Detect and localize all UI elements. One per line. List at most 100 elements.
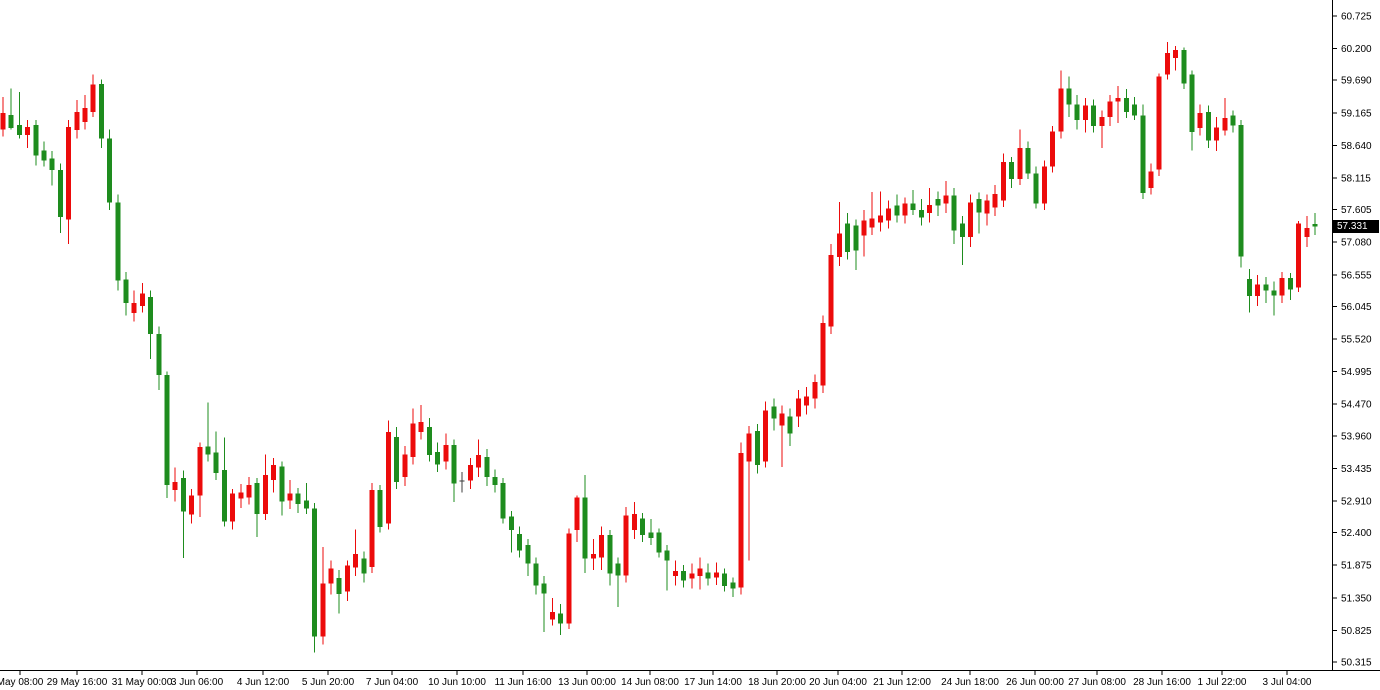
candle bbox=[66, 119, 72, 245]
candle bbox=[492, 469, 498, 493]
time-tick bbox=[1034, 670, 1036, 675]
candle bbox=[98, 79, 104, 148]
time-label: 14 Jun 08:00 bbox=[621, 677, 679, 688]
candle bbox=[763, 401, 769, 468]
candle bbox=[574, 495, 580, 542]
candle bbox=[1263, 276, 1269, 304]
price-label: 59.165 bbox=[1341, 108, 1372, 119]
price-tick bbox=[1332, 564, 1337, 566]
candle bbox=[238, 484, 244, 508]
price-label: 59.690 bbox=[1341, 76, 1372, 87]
candle bbox=[0, 96, 6, 137]
candle bbox=[533, 557, 539, 595]
candle bbox=[115, 194, 121, 291]
candle bbox=[271, 458, 277, 493]
candle bbox=[418, 404, 424, 440]
candle bbox=[1230, 110, 1236, 133]
candle bbox=[623, 507, 629, 583]
candle bbox=[1238, 119, 1244, 268]
candle bbox=[910, 190, 916, 215]
candle bbox=[787, 408, 793, 446]
price-tick bbox=[1332, 500, 1337, 502]
candle bbox=[754, 424, 760, 474]
candle bbox=[279, 461, 285, 516]
candle bbox=[1214, 116, 1220, 151]
time-label: 4 Jun 12:00 bbox=[237, 677, 290, 688]
price-label: 53.960 bbox=[1341, 431, 1372, 442]
candle bbox=[681, 564, 687, 588]
candle bbox=[1271, 281, 1277, 316]
candle bbox=[344, 560, 350, 601]
time-axis-line bbox=[0, 670, 1380, 671]
candle bbox=[443, 433, 449, 470]
candle bbox=[918, 198, 924, 226]
candle bbox=[1058, 70, 1064, 139]
candle bbox=[582, 474, 588, 573]
candle bbox=[426, 417, 432, 462]
time-label: 28 Jun 16:00 bbox=[1133, 677, 1191, 688]
time-label: 11 Jun 16:00 bbox=[494, 677, 552, 688]
candle bbox=[33, 119, 39, 166]
candle bbox=[41, 141, 47, 167]
candle bbox=[894, 194, 900, 223]
time-label: 21 Jun 12:00 bbox=[873, 677, 931, 688]
candle bbox=[402, 445, 408, 487]
time-tick bbox=[76, 670, 78, 675]
time-label: 20 Jun 04:00 bbox=[809, 677, 867, 688]
candle bbox=[943, 180, 949, 214]
candle bbox=[656, 528, 662, 558]
price-label: 57.605 bbox=[1341, 205, 1372, 216]
candle bbox=[197, 442, 203, 518]
price-tick bbox=[1332, 597, 1337, 599]
candle bbox=[648, 519, 654, 546]
time-tick bbox=[196, 670, 198, 675]
price-tick bbox=[1332, 435, 1337, 437]
candle bbox=[172, 467, 178, 502]
time-tick bbox=[456, 670, 458, 675]
candle bbox=[1173, 46, 1179, 71]
candle bbox=[1025, 141, 1031, 179]
price-tick bbox=[1332, 112, 1337, 114]
candle bbox=[164, 371, 170, 498]
candle bbox=[951, 188, 957, 245]
time-tick bbox=[1221, 670, 1223, 675]
candle bbox=[795, 389, 801, 428]
price-tick bbox=[1332, 79, 1337, 81]
time-label: 13 Jun 00:00 bbox=[558, 677, 616, 688]
time-tick bbox=[901, 670, 903, 675]
price-axis-line bbox=[1332, 0, 1333, 670]
time-tick bbox=[776, 670, 778, 675]
candle bbox=[1181, 47, 1187, 89]
candle bbox=[845, 213, 851, 260]
candle bbox=[779, 405, 785, 467]
candle bbox=[1000, 153, 1006, 207]
price-tick bbox=[1332, 144, 1337, 146]
candle bbox=[1123, 88, 1129, 119]
price-tick bbox=[1332, 305, 1337, 307]
candle bbox=[804, 386, 810, 415]
candle bbox=[131, 290, 137, 322]
price-label: 60.725 bbox=[1341, 12, 1372, 23]
price-tick bbox=[1332, 274, 1337, 276]
candle bbox=[459, 471, 465, 493]
time-label: 27 Jun 08:00 bbox=[1068, 677, 1126, 688]
candle bbox=[771, 398, 777, 431]
time-tick bbox=[391, 670, 393, 675]
price-label: 54.995 bbox=[1341, 367, 1372, 378]
candle bbox=[25, 119, 31, 148]
candle bbox=[935, 191, 941, 217]
candle bbox=[1197, 104, 1203, 136]
candle bbox=[1115, 85, 1121, 124]
candle bbox=[861, 209, 867, 257]
candle bbox=[689, 563, 695, 589]
time-tick bbox=[522, 670, 524, 675]
price-tick bbox=[1332, 371, 1337, 373]
candle bbox=[451, 439, 457, 503]
candle bbox=[869, 191, 875, 235]
candle bbox=[1132, 96, 1138, 120]
candle bbox=[828, 244, 834, 335]
candle bbox=[8, 88, 14, 130]
candle bbox=[746, 425, 752, 561]
